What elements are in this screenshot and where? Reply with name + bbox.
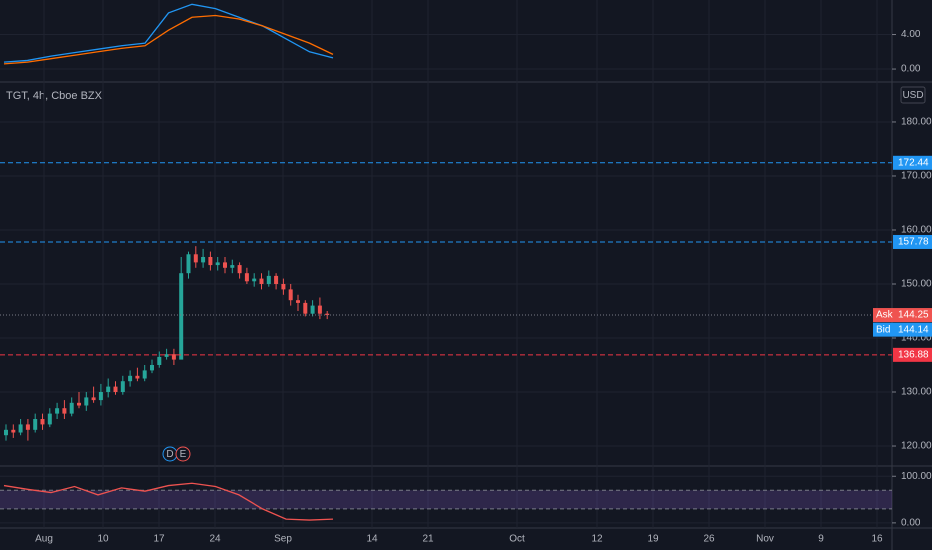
candle-body: [77, 402, 81, 406]
candle-body: [106, 386, 111, 393]
ask-tag: [893, 308, 932, 323]
price-line-tag: [893, 155, 932, 170]
price-line-label: 157.78: [898, 237, 929, 248]
candle-body: [91, 397, 96, 401]
candle-body: [259, 278, 264, 284]
y-tick-label: 130.00: [901, 387, 932, 398]
candle-body: [266, 275, 271, 284]
candle-body: [142, 370, 147, 379]
date-label: 12: [591, 534, 603, 545]
candle-body: [223, 262, 227, 268]
candle-body: [157, 356, 162, 366]
event-label[interactable]: D: [166, 449, 173, 460]
bid-name: Bid: [876, 324, 890, 335]
candle-body: [186, 254, 191, 274]
candle-body: [98, 392, 103, 401]
candle-body: [208, 256, 213, 266]
candle-body: [303, 302, 308, 314]
date-label: 26: [703, 534, 715, 545]
bid-label: 144.14: [898, 324, 929, 335]
y-tick-label: 160.00: [901, 225, 932, 236]
candle-body: [252, 278, 257, 282]
date-label: 19: [647, 534, 659, 545]
candle-body: [171, 354, 176, 360]
candle-body: [18, 424, 23, 433]
candle-body: [179, 273, 184, 360]
candle-body: [25, 424, 30, 430]
candle-body: [150, 365, 154, 371]
y-tick-label: 170.00: [901, 171, 932, 182]
bid-name-tag: [873, 322, 893, 337]
date-label: Aug: [35, 534, 53, 545]
y-tick-label: 100.00: [901, 471, 932, 482]
indicator-line: [3, 3, 334, 63]
date-label: 10: [97, 534, 109, 545]
event-label[interactable]: E: [180, 449, 187, 460]
date-label: Oct: [509, 534, 525, 545]
candle-body: [113, 386, 118, 393]
price-line-label: 136.88: [898, 349, 929, 360]
candle-body: [274, 275, 279, 284]
indicator-line: [3, 482, 334, 521]
candle-body: [215, 262, 220, 266]
candle-body: [237, 265, 242, 274]
candle-body: [135, 375, 140, 379]
currency[interactable]: USD: [902, 90, 923, 101]
ask-label: 144.25: [898, 310, 929, 321]
candle-body: [325, 313, 330, 316]
ask-name-tag: [873, 308, 893, 323]
bid-tag: [893, 322, 932, 337]
candle-body: [62, 408, 67, 414]
candle-body: [317, 305, 322, 314]
candle-body: [40, 419, 45, 425]
candle-body: [230, 265, 235, 268]
date-label: 9: [818, 534, 824, 545]
candle-body: [128, 375, 133, 382]
date-label: Sep: [274, 534, 292, 545]
y-tick-label: 0.00: [901, 64, 921, 75]
candle-body: [310, 305, 315, 314]
ask-name: Ask: [876, 310, 894, 321]
candle-body: [201, 256, 206, 263]
y-tick-label: 0.00: [901, 518, 921, 529]
candle-body: [193, 254, 198, 263]
y-tick-label: 140.00: [901, 333, 932, 344]
y-tick-label: 180.00: [901, 117, 932, 128]
candle-body: [296, 300, 300, 303]
date-label: 17: [153, 534, 165, 545]
price-line-label: 172.44: [898, 157, 929, 168]
date-label: Nov: [756, 534, 774, 545]
candle-body: [244, 273, 249, 282]
candle-body: [33, 419, 38, 430]
price-line-tag: [893, 347, 932, 362]
date-label: 21: [422, 534, 434, 545]
event-marker[interactable]: [175, 446, 191, 462]
date-label: 16: [871, 534, 883, 545]
candle-body: [164, 354, 169, 357]
candle-body: [281, 283, 286, 290]
y-tick-label: 150.00: [901, 279, 932, 290]
candle-body: [11, 429, 16, 433]
y-tick-label: 4.00: [901, 29, 921, 40]
candle-body: [120, 381, 125, 393]
date-label: 14: [366, 534, 378, 545]
candle-body: [69, 402, 74, 414]
candle-body: [4, 429, 8, 436]
date-label: 24: [209, 534, 221, 545]
candle-body: [84, 397, 89, 406]
indicator-line: [3, 14, 334, 65]
price-line-tag: [893, 234, 932, 249]
symbol-title: TGT, 4h, Cboe BZX: [6, 90, 103, 102]
candle-body: [55, 408, 60, 414]
candle-body: [47, 413, 52, 425]
candle-body: [288, 289, 293, 301]
currency-box[interactable]: [900, 86, 926, 104]
y-tick-label: 120.00: [901, 441, 932, 452]
rsi-band: [0, 490, 892, 509]
